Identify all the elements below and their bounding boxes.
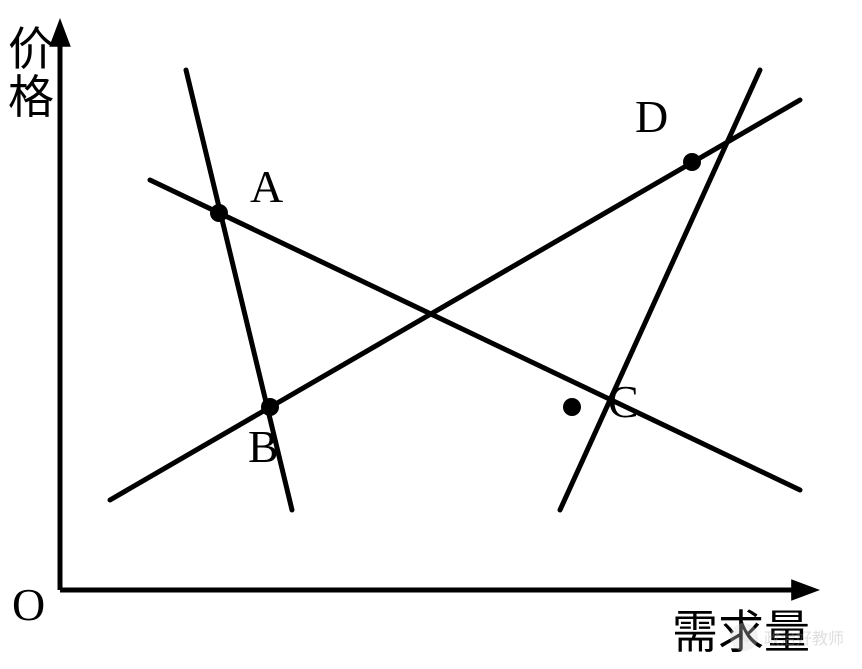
point-A bbox=[210, 204, 228, 222]
point-C bbox=[563, 398, 581, 416]
economics-chart: 价格 需求量 O ABCD 政治好教师 bbox=[0, 0, 862, 669]
label-C: C bbox=[608, 375, 639, 428]
chart-svg bbox=[0, 0, 862, 669]
label-D: D bbox=[635, 90, 668, 143]
wechat-icon bbox=[730, 623, 758, 651]
label-B: B bbox=[248, 420, 279, 473]
y-axis-label: 价格 bbox=[8, 26, 54, 123]
watermark: 政治好教师 bbox=[730, 623, 844, 651]
origin-label: O bbox=[12, 578, 45, 631]
point-B bbox=[261, 398, 279, 416]
point-D bbox=[683, 153, 701, 171]
watermark-text: 政治好教师 bbox=[764, 625, 844, 649]
label-A: A bbox=[250, 160, 283, 213]
